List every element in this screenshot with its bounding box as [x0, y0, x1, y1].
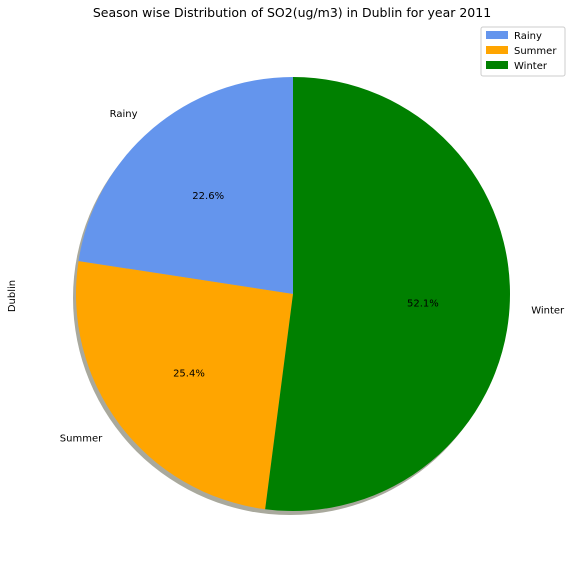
pie-slice-rainy — [78, 77, 293, 294]
pie-labels: Rainy 22.6% Summer 25.4% Winter 52.1% — [60, 109, 565, 445]
legend-label-winter: Winter — [514, 61, 548, 72]
slice-pct-winter: 52.1% — [407, 298, 439, 309]
legend-label-summer: Summer — [514, 46, 557, 57]
legend-label-rainy: Rainy — [514, 31, 542, 42]
slice-label-summer: Summer — [60, 433, 103, 444]
y-axis-label: Dublin — [7, 280, 18, 312]
chart-title: Season wise Distribution of SO2(ug/m3) i… — [93, 5, 491, 20]
legend-swatch-summer — [486, 46, 508, 54]
pie-slices — [76, 77, 511, 512]
pie-slice-winter — [265, 77, 511, 512]
slice-label-rainy: Rainy — [110, 109, 138, 120]
slice-label-winter: Winter — [531, 305, 565, 316]
legend-swatch-rainy — [486, 31, 508, 39]
legend: Rainy Summer Winter — [480, 26, 566, 77]
slice-pct-summer: 25.4% — [173, 368, 205, 379]
pie-slice-summer — [76, 261, 293, 510]
slice-pct-rainy: 22.6% — [192, 191, 224, 202]
legend-swatch-winter — [486, 61, 508, 69]
